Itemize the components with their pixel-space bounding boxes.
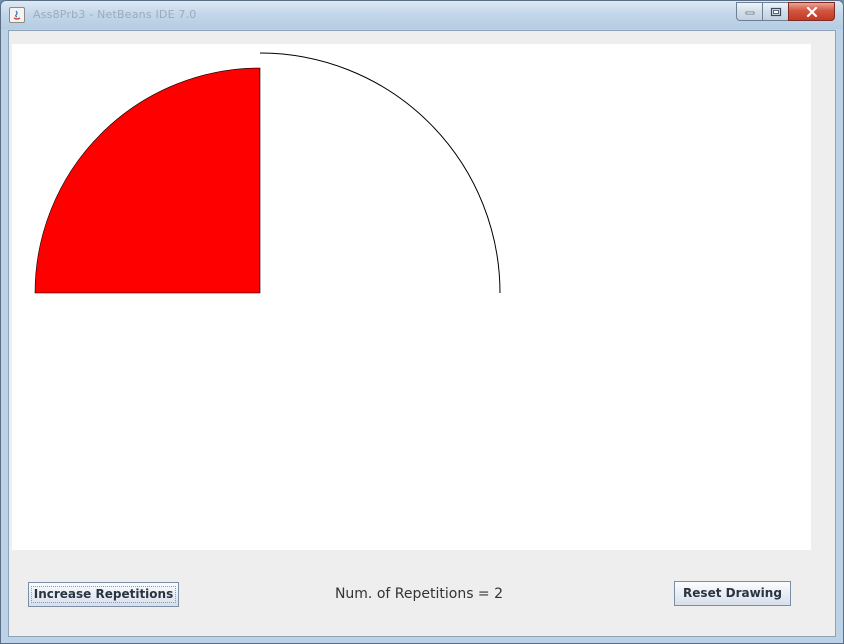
repetitions-count-label: Num. of Repetitions = 2 [334, 586, 504, 602]
window-title: Ass8Prb3 - NetBeans IDE 7.0 [33, 8, 197, 21]
close-button[interactable] [788, 2, 835, 21]
drawing-canvas [12, 44, 811, 550]
drawing-surface [34, 52, 501, 294]
close-icon [806, 6, 817, 17]
java-app-icon [9, 7, 25, 23]
red-quarter-circle [34, 67, 261, 294]
maximize-icon [770, 7, 781, 16]
minimize-button[interactable] [736, 2, 763, 21]
title-bar[interactable]: Ass8Prb3 - NetBeans IDE 7.0 [1, 1, 843, 29]
maximize-button[interactable] [762, 2, 789, 21]
reset-drawing-button[interactable]: Reset Drawing [674, 581, 791, 606]
minimize-icon [745, 11, 754, 14]
quarter-arc-outline [259, 52, 501, 294]
content-pane: Increase Repetitions Num. of Repetitions… [8, 30, 836, 637]
increase-repetitions-label: Increase Repetitions [30, 586, 177, 603]
increase-repetitions-button[interactable]: Increase Repetitions [28, 582, 179, 607]
